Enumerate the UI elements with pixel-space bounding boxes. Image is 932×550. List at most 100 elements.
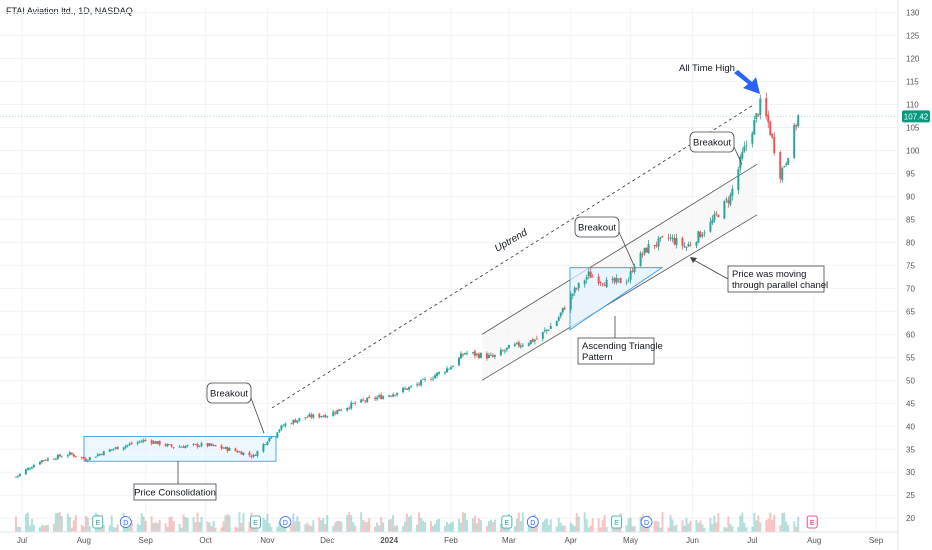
candle-body bbox=[533, 339, 536, 342]
candle-body bbox=[583, 280, 586, 285]
volume-bar bbox=[214, 527, 217, 532]
candle-body bbox=[641, 254, 644, 255]
candle-body bbox=[408, 386, 411, 390]
y-tick-label: 115 bbox=[906, 78, 919, 87]
candle-body bbox=[599, 282, 602, 283]
candle-body bbox=[250, 455, 253, 457]
volume-bar bbox=[376, 522, 379, 532]
candle-body bbox=[519, 345, 522, 348]
candle-body bbox=[114, 447, 117, 449]
candle-body bbox=[449, 367, 452, 370]
candle-body bbox=[601, 283, 604, 285]
candle-body bbox=[130, 443, 133, 445]
candle-body bbox=[757, 114, 760, 116]
volume-bar bbox=[26, 512, 29, 532]
candle-body bbox=[723, 200, 726, 219]
volume-bar bbox=[459, 522, 462, 532]
volume-bar bbox=[140, 513, 143, 532]
volume-bar bbox=[446, 521, 449, 532]
volume-bar bbox=[535, 523, 538, 532]
candle-body bbox=[619, 277, 622, 284]
candle-body bbox=[681, 238, 684, 246]
candle-body bbox=[378, 395, 381, 397]
volume-bar bbox=[685, 517, 688, 532]
volume-bar bbox=[499, 523, 502, 532]
volume-bar bbox=[18, 527, 21, 532]
candle-body bbox=[575, 288, 578, 290]
candle-body bbox=[354, 402, 357, 404]
candle-body bbox=[402, 387, 405, 393]
volume-bar bbox=[653, 521, 656, 532]
candle-body bbox=[360, 399, 363, 403]
candle-body bbox=[432, 378, 435, 380]
volume-bar bbox=[432, 526, 435, 532]
candle-body bbox=[224, 447, 227, 449]
volume-bar bbox=[128, 525, 131, 532]
volume-bar bbox=[262, 517, 265, 532]
candle-body bbox=[591, 276, 594, 278]
candle-body bbox=[262, 444, 265, 452]
volume-bar bbox=[24, 513, 27, 532]
candle-body bbox=[611, 278, 614, 281]
consolidation-label-box bbox=[133, 483, 217, 501]
candle-body bbox=[727, 200, 730, 203]
volume-bar bbox=[627, 518, 630, 532]
volume-bar bbox=[396, 525, 399, 532]
volume-bar bbox=[559, 522, 562, 532]
breakout-1-pointer bbox=[250, 397, 265, 434]
candle-body bbox=[529, 340, 532, 345]
earnings-marker-icon bbox=[501, 515, 513, 529]
volume-bar bbox=[410, 515, 413, 532]
volume-bar bbox=[252, 527, 255, 532]
candle-body bbox=[380, 394, 383, 400]
candle-body bbox=[643, 247, 646, 254]
candle-body bbox=[631, 270, 634, 272]
candle-body bbox=[108, 449, 111, 452]
breakout-callout-1-box bbox=[206, 382, 252, 404]
candle-body bbox=[374, 397, 377, 400]
candle-body bbox=[769, 121, 772, 136]
volume-bar bbox=[394, 525, 397, 532]
candle-body bbox=[489, 354, 492, 356]
volume-bar bbox=[340, 521, 343, 532]
volume-bar bbox=[74, 514, 77, 532]
candle-body bbox=[214, 445, 217, 447]
volume-bar bbox=[158, 520, 161, 532]
candle-body bbox=[557, 317, 560, 321]
volume-bar bbox=[194, 522, 197, 532]
volume-bar bbox=[771, 519, 774, 532]
candle-body bbox=[503, 350, 506, 352]
candle-body bbox=[647, 244, 650, 254]
candle-body bbox=[180, 446, 183, 448]
candle-body bbox=[168, 444, 171, 445]
candle-body bbox=[459, 353, 462, 359]
candle-body bbox=[781, 167, 784, 180]
candle-body bbox=[310, 414, 313, 418]
candle-body bbox=[699, 232, 702, 238]
x-tick-label: Dec bbox=[320, 536, 334, 545]
x-tick-label: Sep bbox=[139, 536, 154, 545]
volume-bar bbox=[563, 525, 566, 532]
x-tick-label: Mar bbox=[502, 536, 516, 545]
breakout-callout-2-label: Breakout bbox=[578, 223, 616, 234]
candle-body bbox=[477, 353, 480, 359]
candle-body bbox=[236, 450, 239, 453]
candle-body bbox=[392, 394, 395, 397]
candle-body bbox=[561, 307, 564, 313]
triangle-label-2: Pattern bbox=[582, 352, 613, 363]
candle-body bbox=[42, 460, 45, 462]
candle-body bbox=[124, 445, 127, 448]
candle-body bbox=[543, 330, 546, 332]
candle-body bbox=[767, 114, 770, 123]
volume-bar bbox=[192, 517, 195, 532]
volume-bar bbox=[591, 518, 594, 532]
volume-bar bbox=[569, 522, 572, 532]
volume-bar bbox=[633, 525, 636, 532]
candle-body bbox=[787, 158, 790, 165]
candle-body bbox=[326, 416, 329, 417]
volume-bar bbox=[52, 523, 55, 532]
volume-bar bbox=[541, 521, 544, 532]
candle-body bbox=[290, 423, 293, 425]
volume-bar bbox=[797, 516, 800, 532]
